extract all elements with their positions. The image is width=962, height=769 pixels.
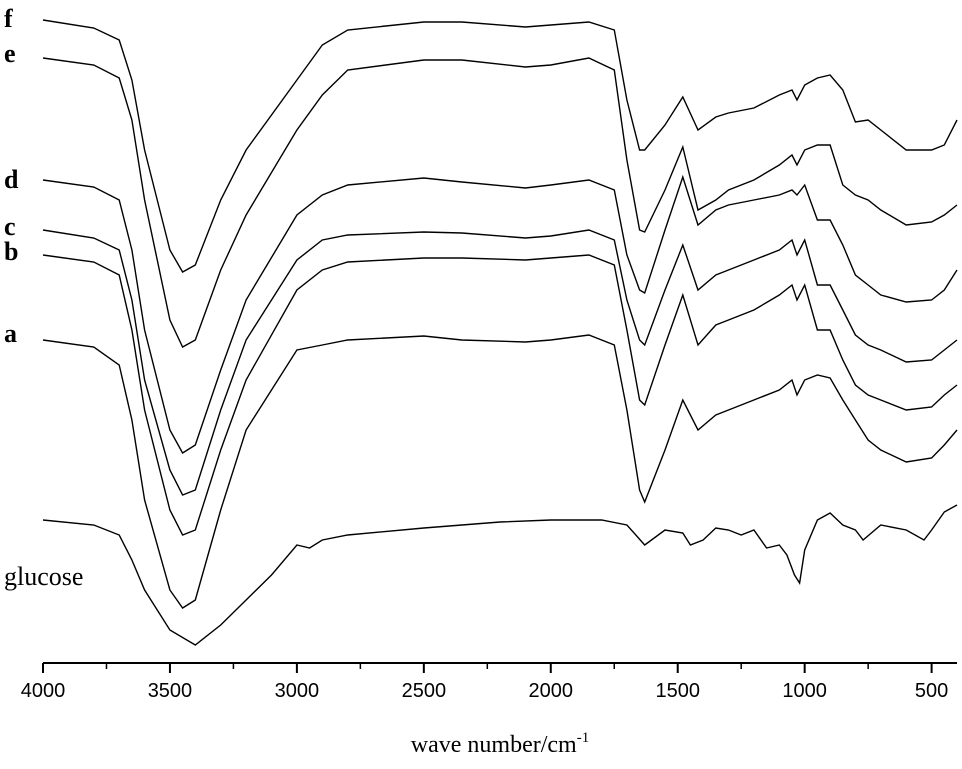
series-label: a (4, 319, 17, 348)
spectrum-line (42, 57, 958, 348)
spectrum-line (42, 254, 958, 536)
series-label: e (4, 39, 16, 68)
x-tick-label: 1000 (782, 680, 827, 702)
x-tick-label: 4000 (21, 680, 66, 702)
spectrum-line (42, 229, 958, 496)
spectrum-line (42, 174, 958, 454)
series-label: d (4, 165, 19, 194)
series-label: c (4, 212, 16, 241)
series-label: glucose (4, 562, 83, 591)
spectrum-line (42, 504, 958, 646)
x-axis-label-sup: -1 (577, 730, 590, 746)
spectrum-line (42, 19, 958, 273)
series-label: b (4, 237, 18, 266)
x-axis-title: wave number/cm-1 (411, 730, 589, 758)
x-axis-label: wave number/cm (411, 732, 577, 758)
x-tick-label: 3500 (148, 680, 193, 702)
x-tick-label: 500 (915, 680, 948, 702)
x-tick-label: 2500 (402, 680, 447, 702)
series-label: f (4, 4, 13, 33)
x-tick-label: 2000 (529, 680, 574, 702)
x-tick-label: 1500 (655, 680, 700, 702)
x-tick-label: 3000 (275, 680, 320, 702)
spectrum-line (42, 334, 958, 609)
